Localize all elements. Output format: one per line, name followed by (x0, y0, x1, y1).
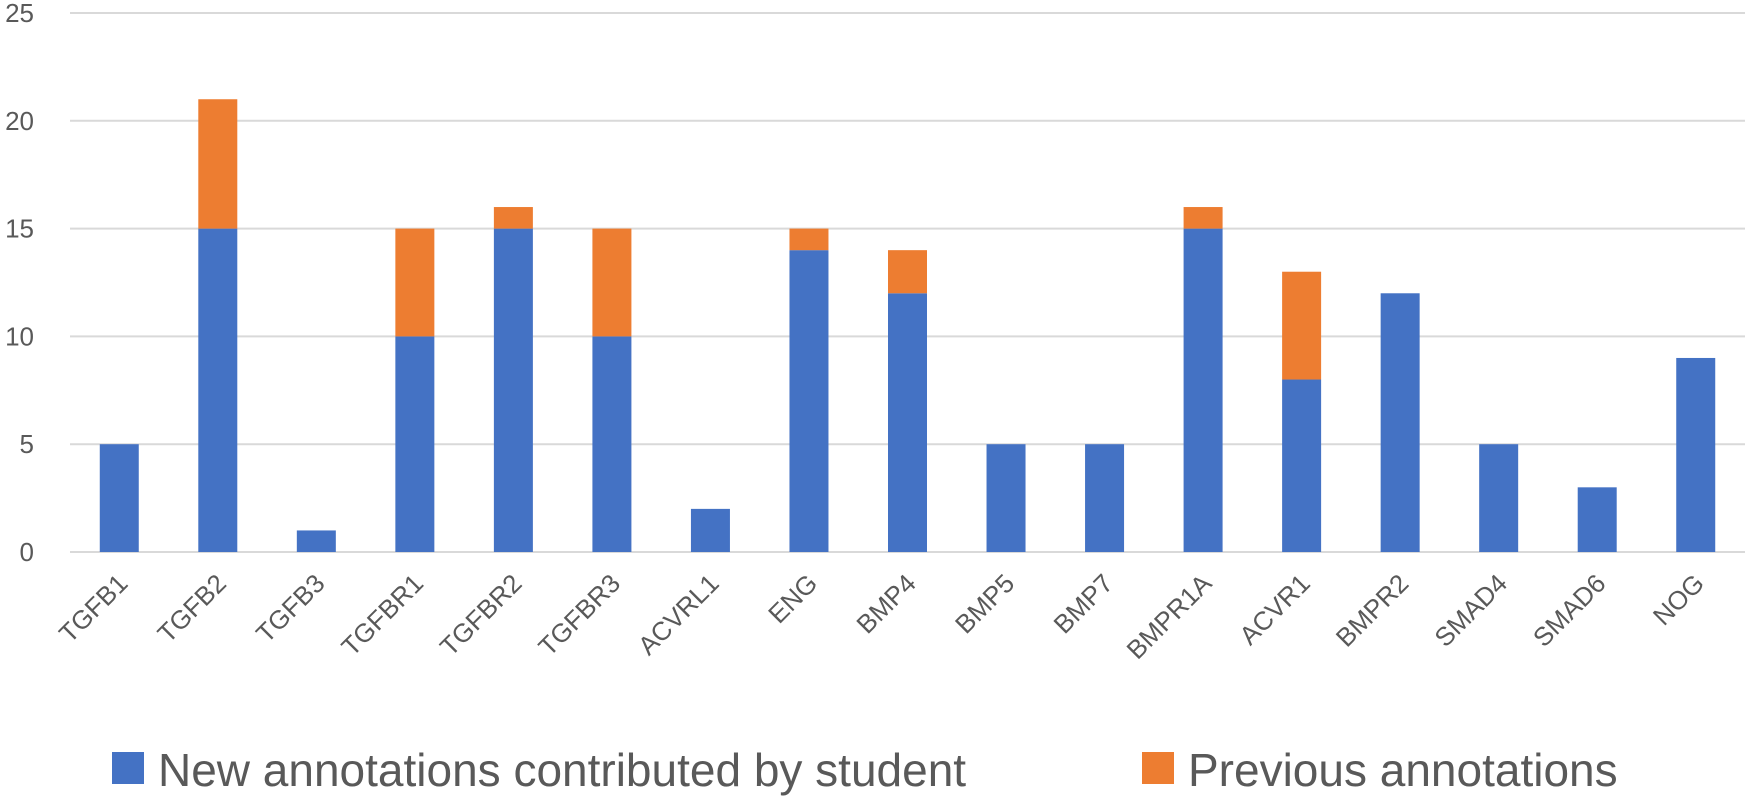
bar-new-tgfb1 (99, 444, 139, 552)
y-tick-label: 5 (20, 429, 34, 459)
x-tick-label: TGFB3 (250, 568, 330, 648)
x-tick-label: BMP7 (1048, 568, 1119, 639)
bar-previous-tgfbr1 (395, 228, 435, 337)
bar-previous-acvr1 (1282, 271, 1322, 380)
bar-previous-tgfbr2 (493, 207, 533, 229)
bar-previous-tgfbr3 (592, 228, 632, 337)
bar-new-acvrl1 (690, 508, 730, 552)
y-tick-label: 25 (5, 0, 34, 28)
bar-new-bmp7 (1085, 444, 1125, 552)
bar-new-acvr1 (1282, 379, 1322, 552)
y-tick-label: 15 (5, 214, 34, 244)
x-tick-label: BMP4 (850, 568, 921, 639)
bar-previous-bmpr1a (1183, 207, 1223, 229)
bar-previous-eng (789, 228, 829, 251)
bar-previous-tgfb2 (198, 99, 238, 229)
x-tick-label: BMPR1A (1121, 568, 1218, 665)
bar-new-bmpr1a (1183, 228, 1223, 552)
y-tick-label: 20 (5, 106, 34, 136)
y-tick-label: 10 (5, 321, 34, 351)
bar-previous-bmp4 (888, 250, 927, 294)
x-tick-label: SMAD6 (1527, 568, 1612, 653)
bar-new-bmp4 (888, 293, 927, 552)
x-tick-label: BMP5 (949, 568, 1020, 639)
legend-label-new: New annotations contributed by student (158, 744, 966, 796)
legend-swatch-new (112, 752, 144, 784)
legend: New annotations contributed by student P… (112, 744, 1618, 796)
x-tick-label: TGFBR1 (335, 568, 429, 662)
x-tick-label: TGFB2 (152, 568, 232, 648)
legend-swatch-previous (1142, 752, 1174, 784)
bar-new-tgfbr1 (395, 336, 435, 552)
legend-label-previous: Previous annotations (1188, 744, 1618, 796)
bar-new-nog (1676, 357, 1716, 552)
bar-new-tgfbr3 (592, 336, 632, 552)
x-tick-label: ACVRL1 (632, 568, 725, 661)
bar-new-tgfbr2 (493, 228, 533, 552)
bar-new-bmpr2 (1380, 293, 1420, 552)
x-tick-label: ENG (762, 568, 823, 629)
x-tick-label: TGFBR2 (434, 568, 528, 662)
x-tick-label: SMAD4 (1428, 568, 1513, 653)
x-tick-label: ACVR1 (1233, 568, 1316, 651)
bar-new-bmp5 (986, 444, 1026, 552)
x-tick-label: BMPR2 (1330, 568, 1415, 653)
x-axis-ticks: TGFB1 TGFB2 TGFB3 TGFBR1 TGFBR2 TGFBR3 ACVRL1 E… (53, 568, 1710, 665)
bar-new-eng (789, 250, 829, 552)
bars (99, 99, 1716, 552)
x-tick-label: TGFB1 (53, 568, 133, 648)
bar-new-smad4 (1479, 444, 1519, 552)
y-tick-label: 0 (20, 537, 34, 567)
x-tick-label: NOG (1647, 568, 1710, 631)
bar-new-smad6 (1577, 487, 1617, 552)
y-axis-ticks: 0 5 10 15 20 25 (5, 0, 34, 567)
bar-new-tgfb3 (296, 530, 336, 552)
bar-new-tgfb2 (198, 228, 238, 552)
x-tick-label: TGFBR3 (532, 568, 626, 662)
